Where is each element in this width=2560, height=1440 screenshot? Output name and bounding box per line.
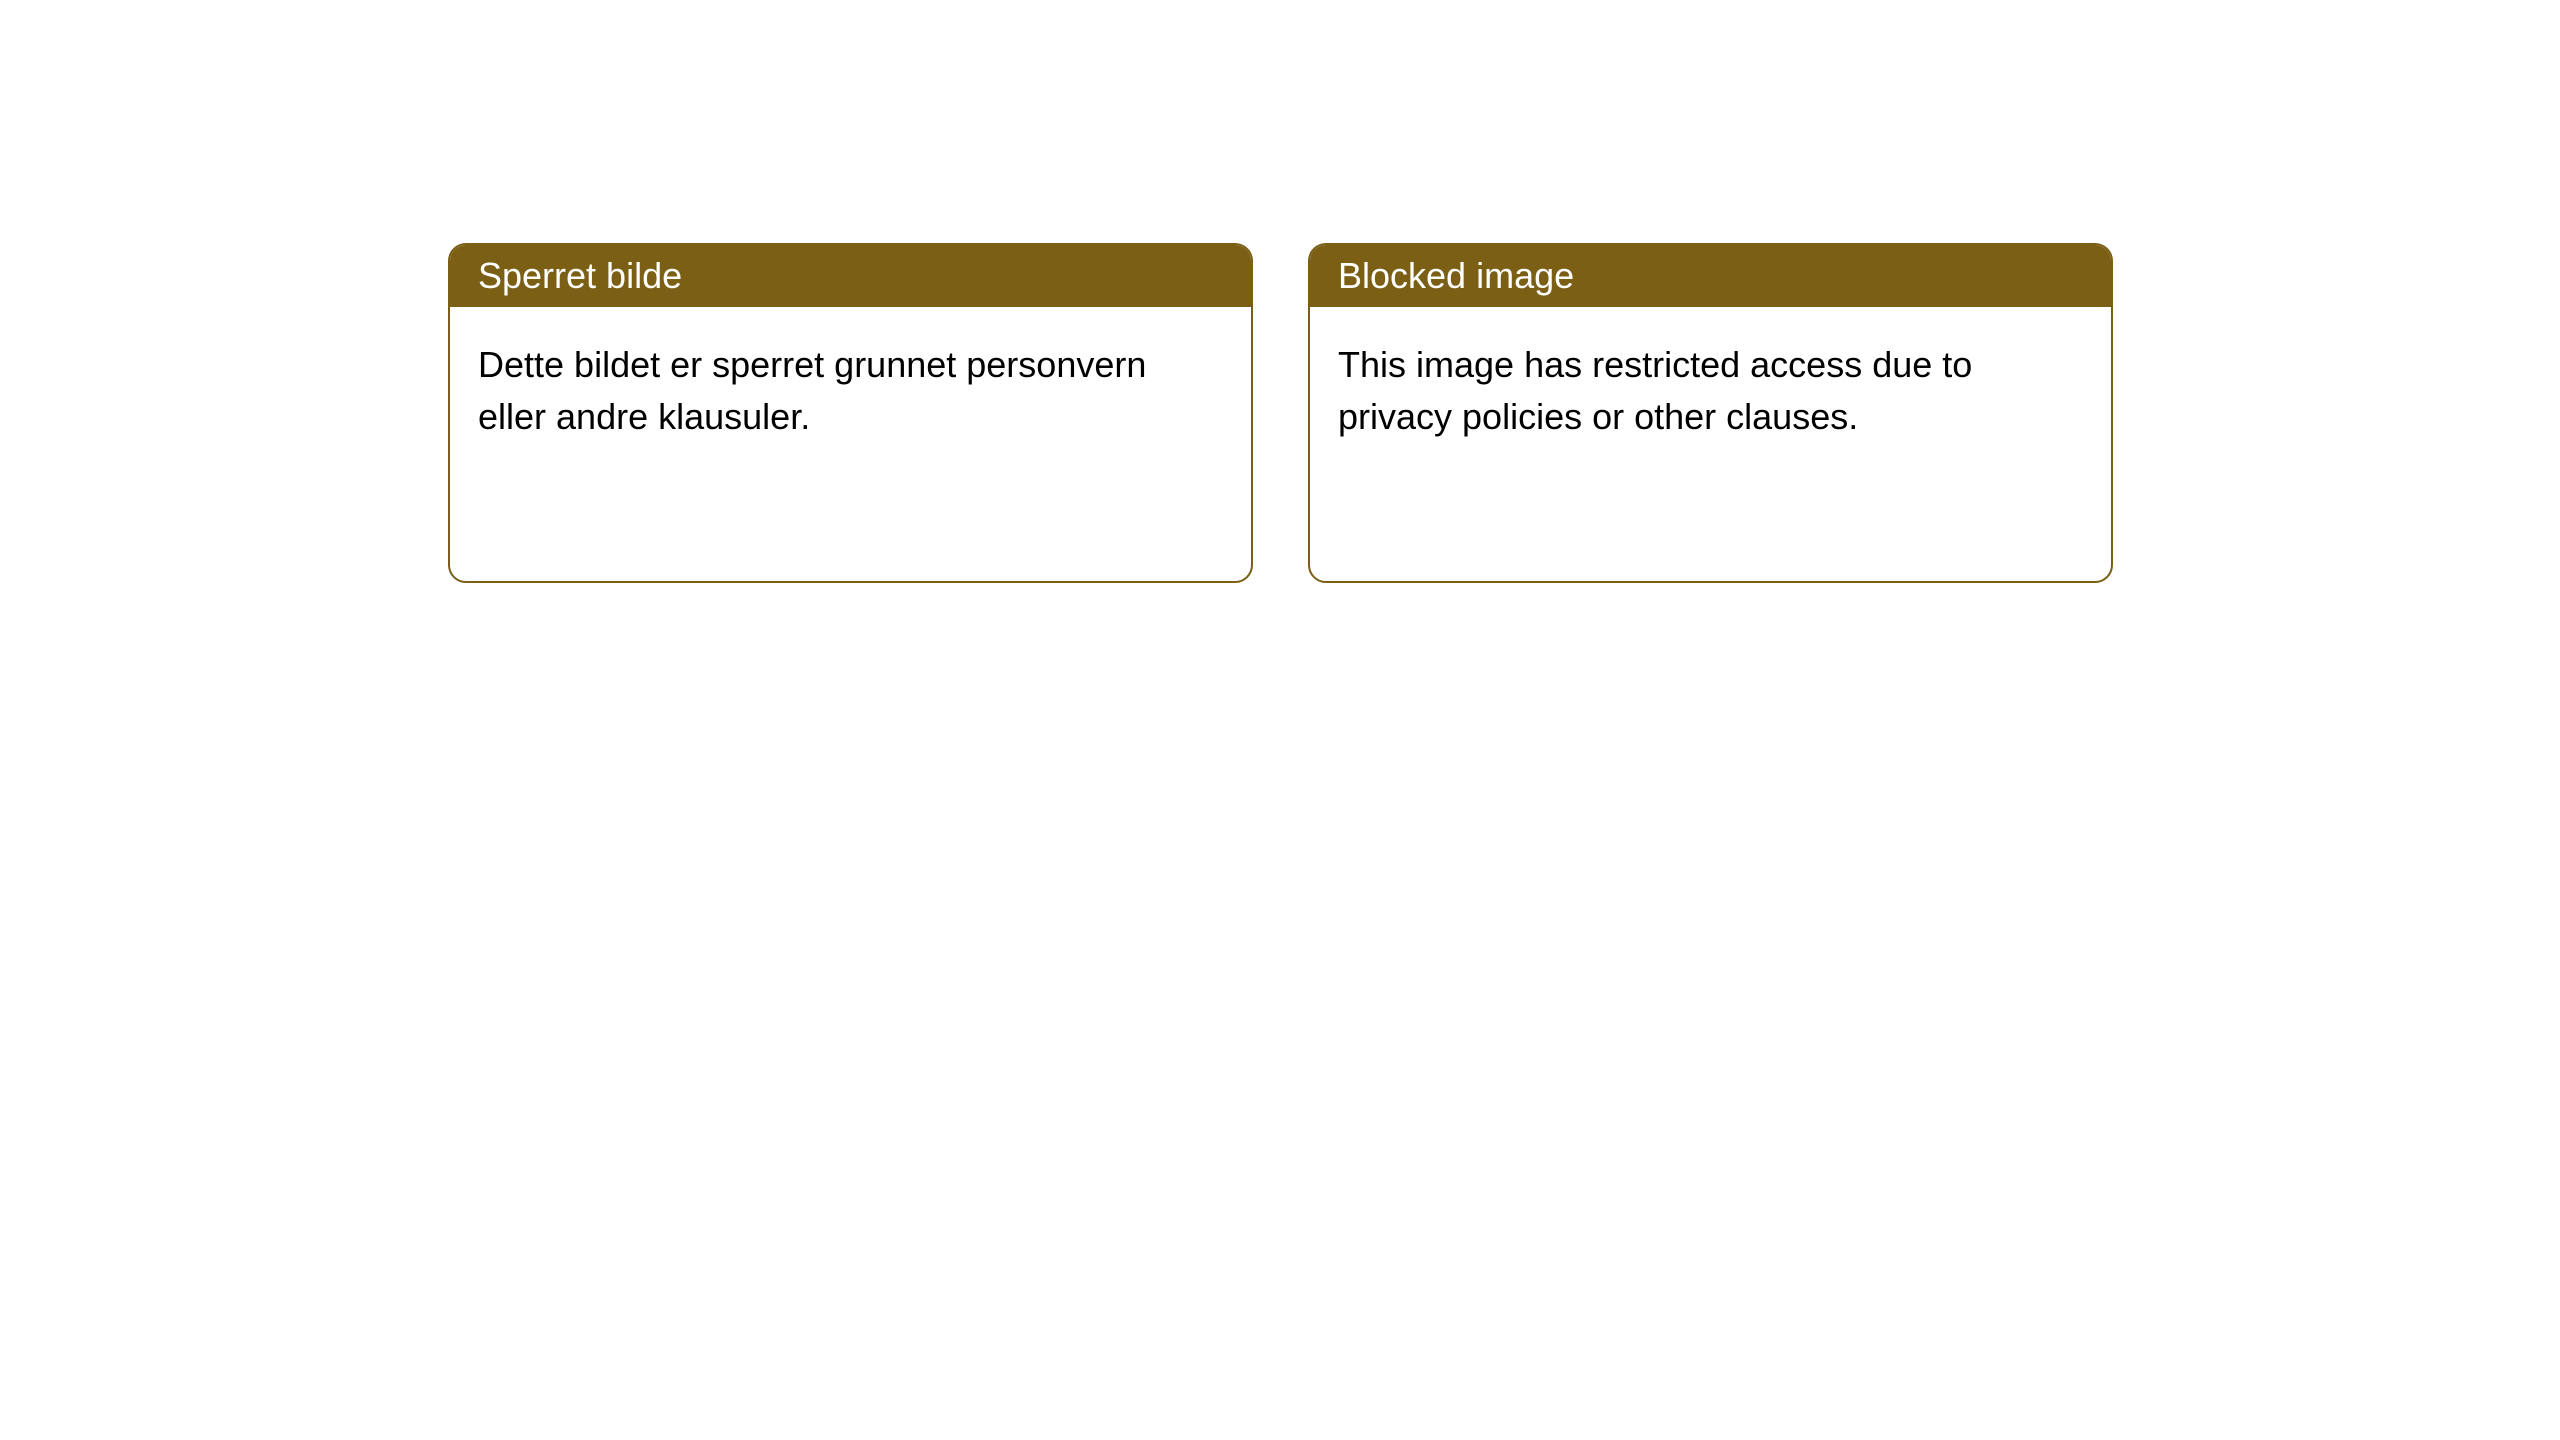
notice-container: Sperret bilde Dette bildet er sperret gr… (0, 0, 2560, 583)
notice-box-norwegian: Sperret bilde Dette bildet er sperret gr… (448, 243, 1253, 583)
notice-header-norwegian: Sperret bilde (450, 245, 1251, 307)
notice-box-english: Blocked image This image has restricted … (1308, 243, 2113, 583)
notice-header-english: Blocked image (1310, 245, 2111, 307)
notice-body-english: This image has restricted access due to … (1310, 307, 2111, 475)
notice-body-norwegian: Dette bildet er sperret grunnet personve… (450, 307, 1251, 475)
